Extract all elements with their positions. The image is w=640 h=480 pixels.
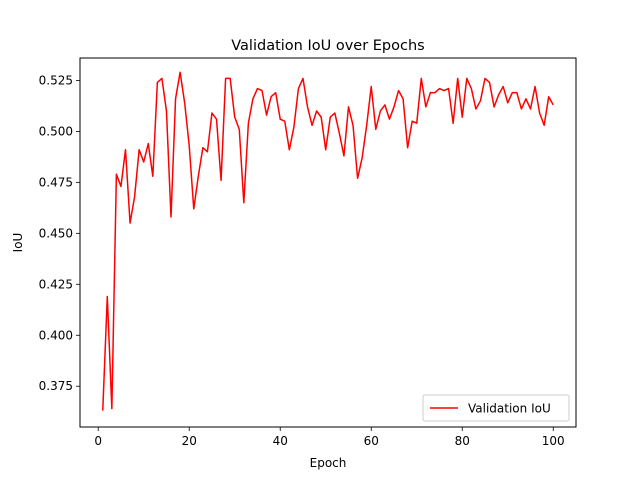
plot-area xyxy=(79,57,577,428)
x-tick-label: 40 xyxy=(273,434,288,448)
x-tick-label: 100 xyxy=(542,434,565,448)
y-tick-label: 0.450 xyxy=(39,226,73,240)
y-tick-label: 0.400 xyxy=(39,328,73,342)
chart-title: Validation IoU over Epochs xyxy=(231,38,424,54)
x-tick-label: 20 xyxy=(182,434,197,448)
x-tick-label: 60 xyxy=(364,434,379,448)
series-layer xyxy=(102,71,554,411)
x-axis-title: Epoch xyxy=(310,456,347,470)
legend-box xyxy=(422,394,570,422)
x-tick-label: 0 xyxy=(94,434,102,448)
series-line-validation-iou xyxy=(102,71,554,411)
y-tick-label: 0.375 xyxy=(39,379,73,393)
y-axis: 0.375 0.400 0.425 0.450 0.475 0.500 0.525 xyxy=(39,73,80,393)
y-tick-label: 0.425 xyxy=(39,277,73,291)
legend-label-validation-iou: Validation IoU xyxy=(468,402,551,416)
x-axis: 0 20 40 60 80 100 xyxy=(94,427,565,448)
y-tick-label: 0.475 xyxy=(39,175,73,189)
y-tick-label: 0.525 xyxy=(39,73,73,87)
y-tick-label: 0.500 xyxy=(39,124,73,138)
x-tick-label: 80 xyxy=(455,434,470,448)
legend: Validation IoU xyxy=(422,394,570,422)
y-axis-title: IoU xyxy=(11,233,25,253)
